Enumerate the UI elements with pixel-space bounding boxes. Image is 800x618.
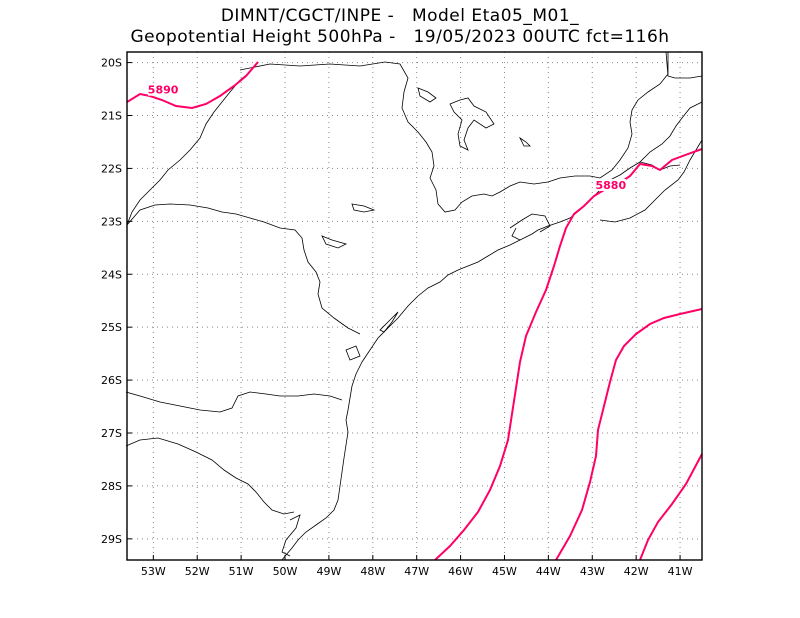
coastline: [281, 101, 703, 561]
contour-lines: [126, 61, 703, 561]
contour-label-bg: [148, 83, 179, 96]
reservoir: [518, 136, 531, 147]
grid-lines: [127, 52, 702, 560]
lon-tick-label: 48W: [360, 565, 385, 578]
lat-tick-label: 26S: [101, 374, 122, 387]
lon-tick-label: 45W: [492, 565, 517, 578]
lon-tick-label: 50W: [273, 565, 298, 578]
chart-subtitle: Geopotential Height 500hPa - 19/05/2023 …: [130, 27, 670, 47]
lat-tick-label: 22S: [101, 162, 122, 175]
map-frame: [126, 51, 703, 561]
reservoir: [449, 97, 495, 151]
reservoir: [321, 235, 348, 249]
coastlines-and-borders: [125, 51, 703, 561]
contour-5880-b: [555, 308, 703, 561]
reservoir: [417, 87, 437, 103]
contour-label-bg: [595, 178, 626, 191]
lat-tick-label: 27S: [101, 427, 122, 440]
lon-tick-label: 51W: [229, 565, 254, 578]
lon-tick-label: 42W: [624, 565, 649, 578]
lon-tick-label: 44W: [536, 565, 561, 578]
lat-tick-label: 25S: [101, 321, 122, 334]
reservoir: [345, 345, 361, 361]
lon-tick-label: 46W: [448, 565, 473, 578]
lat-tick-label: 21S: [101, 110, 122, 123]
coast-detail: [379, 311, 399, 333]
state-border: [126, 203, 361, 335]
lon-tick-label: 47W: [404, 565, 429, 578]
lat-tick-label: 20S: [101, 57, 122, 70]
latitude-tick-labels: 20S 21S 22S 23S 24S 25S 26S 27S 28S 29S: [101, 57, 122, 546]
state-border: [239, 52, 669, 213]
contour-label: 5880: [596, 179, 627, 192]
lon-tick-label: 43W: [580, 565, 605, 578]
chart-title: DIMNT/CGCT/INPE - Model Eta05_M01_: [220, 6, 580, 26]
state-border: [599, 139, 703, 223]
lat-tick-label: 29S: [101, 533, 122, 546]
lat-tick-label: 23S: [101, 215, 122, 228]
lon-tick-label: 41W: [668, 565, 693, 578]
lon-tick-label: 52W: [185, 565, 210, 578]
state-border: [125, 437, 295, 515]
contour-5880-c: [639, 453, 703, 561]
lon-tick-label: 53W: [141, 565, 166, 578]
longitude-tick-labels: 53W 52W 51W 50W 49W 48W 47W 46W 45W 44W 43W 42W 41W: [141, 565, 693, 578]
lagoon: [281, 514, 301, 557]
reservoir: [351, 203, 376, 213]
coast-detail: [509, 213, 551, 241]
contour-5890: [126, 61, 259, 110]
lon-tick-label: 49W: [316, 565, 341, 578]
lat-tick-label: 28S: [101, 480, 122, 493]
state-border: [665, 51, 703, 79]
contour-5880: [434, 148, 703, 561]
state-border: [125, 391, 343, 413]
contour-label: 5890: [148, 84, 179, 97]
lat-tick-label: 24S: [101, 268, 122, 281]
state-border: [126, 61, 259, 226]
